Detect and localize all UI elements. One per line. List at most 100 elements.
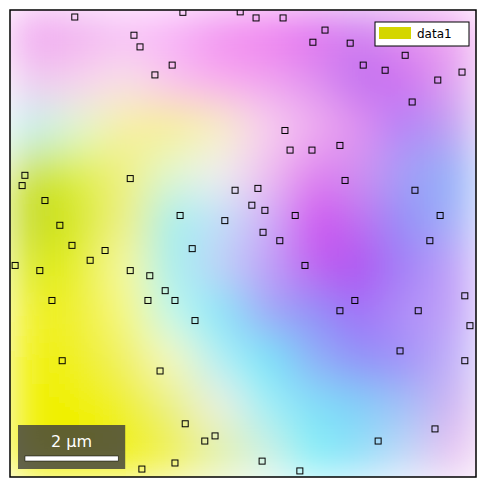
map-cell	[429, 430, 476, 477]
map-cell	[382, 430, 430, 477]
legend-label: data1	[417, 27, 452, 41]
map-cell	[243, 383, 291, 431]
map-cell	[196, 150, 244, 198]
map-cell	[382, 383, 430, 431]
boundary-point	[169, 62, 175, 68]
map-cell	[10, 56, 57, 104]
map-cell	[56, 10, 104, 57]
map-cell	[382, 103, 430, 151]
boundary-point	[402, 52, 408, 58]
boundary-point	[397, 348, 403, 354]
map-cell	[196, 290, 244, 338]
legend-box	[375, 22, 469, 46]
map-cell	[149, 56, 197, 104]
map-cell	[382, 243, 430, 291]
boundary-point	[277, 238, 283, 244]
boundary-point	[147, 273, 153, 279]
boundary-point	[260, 229, 266, 235]
grain-boundaries	[12, 10, 473, 474]
boundary-point	[37, 268, 43, 274]
map-cell	[336, 196, 384, 244]
map-cell	[289, 336, 337, 384]
map-cell	[149, 430, 197, 477]
map-cell	[429, 336, 476, 384]
boundary-point	[180, 10, 186, 15]
legend: data1	[375, 22, 469, 46]
boundary-point	[59, 358, 65, 364]
map-cell	[56, 290, 104, 338]
map-cell	[336, 56, 384, 104]
boundary-point	[152, 72, 158, 78]
boundary-point	[177, 212, 183, 218]
boundary-point	[322, 27, 328, 33]
boundary-point	[127, 176, 133, 182]
map-cell	[10, 150, 57, 198]
map-cell	[243, 290, 291, 338]
map-cell	[56, 243, 104, 291]
frame	[10, 10, 476, 477]
boundary-point	[182, 421, 188, 427]
boundary-point	[255, 185, 261, 191]
boundary-point	[427, 238, 433, 244]
map-cell	[196, 383, 244, 431]
boundary-point	[297, 468, 303, 474]
boundary-point	[409, 99, 415, 105]
boundary-point	[137, 44, 143, 50]
map-cell	[196, 430, 244, 477]
map-cell	[10, 243, 57, 291]
boundary-point	[253, 15, 259, 21]
plot-area	[10, 10, 476, 477]
boundary-point	[337, 142, 343, 148]
map-cell	[196, 196, 244, 244]
map-cell	[243, 103, 291, 151]
boundary-point	[102, 248, 108, 254]
boundary-point	[232, 187, 238, 193]
map-cell	[289, 290, 337, 338]
map-cell	[103, 150, 151, 198]
scale-bar: 2 μm	[18, 425, 125, 469]
map-cell	[149, 10, 197, 57]
boundary-point	[467, 323, 473, 329]
scale-bar-background	[18, 425, 125, 469]
boundary-point	[287, 147, 293, 153]
map-cell	[289, 150, 337, 198]
boundary-point	[189, 246, 195, 252]
map-cell	[289, 56, 337, 104]
boundary-point	[192, 318, 198, 324]
map-cell	[56, 150, 104, 198]
map-cell	[103, 196, 151, 244]
map-cell	[382, 196, 430, 244]
boundary-point	[360, 62, 366, 68]
map-cell	[429, 196, 476, 244]
map-cell	[289, 10, 337, 57]
map-cell	[10, 336, 57, 384]
boundary-point	[342, 177, 348, 183]
map-cell	[382, 336, 430, 384]
boundary-point	[292, 212, 298, 218]
map-cell	[336, 150, 384, 198]
boundary-point	[375, 438, 381, 444]
map-cell	[56, 56, 104, 104]
map-cell	[243, 10, 291, 57]
map-cell	[336, 290, 384, 338]
map-cell	[56, 103, 104, 151]
map-cell	[289, 383, 337, 431]
map-cell	[243, 243, 291, 291]
boundary-point	[432, 426, 438, 432]
boundary-point	[462, 358, 468, 364]
map-cell	[429, 383, 476, 431]
boundary-point	[262, 207, 268, 213]
map-cell	[103, 103, 151, 151]
boundary-point	[157, 368, 163, 374]
map-cell	[56, 196, 104, 244]
map-cell	[10, 196, 57, 244]
boundary-point	[57, 222, 63, 228]
map-cell	[196, 336, 244, 384]
map-cell	[289, 103, 337, 151]
map-cell	[336, 103, 384, 151]
map-cell	[103, 243, 151, 291]
boundary-point	[280, 15, 286, 21]
boundary-point	[131, 32, 137, 38]
map-cell	[149, 290, 197, 338]
map-cell	[243, 56, 291, 104]
